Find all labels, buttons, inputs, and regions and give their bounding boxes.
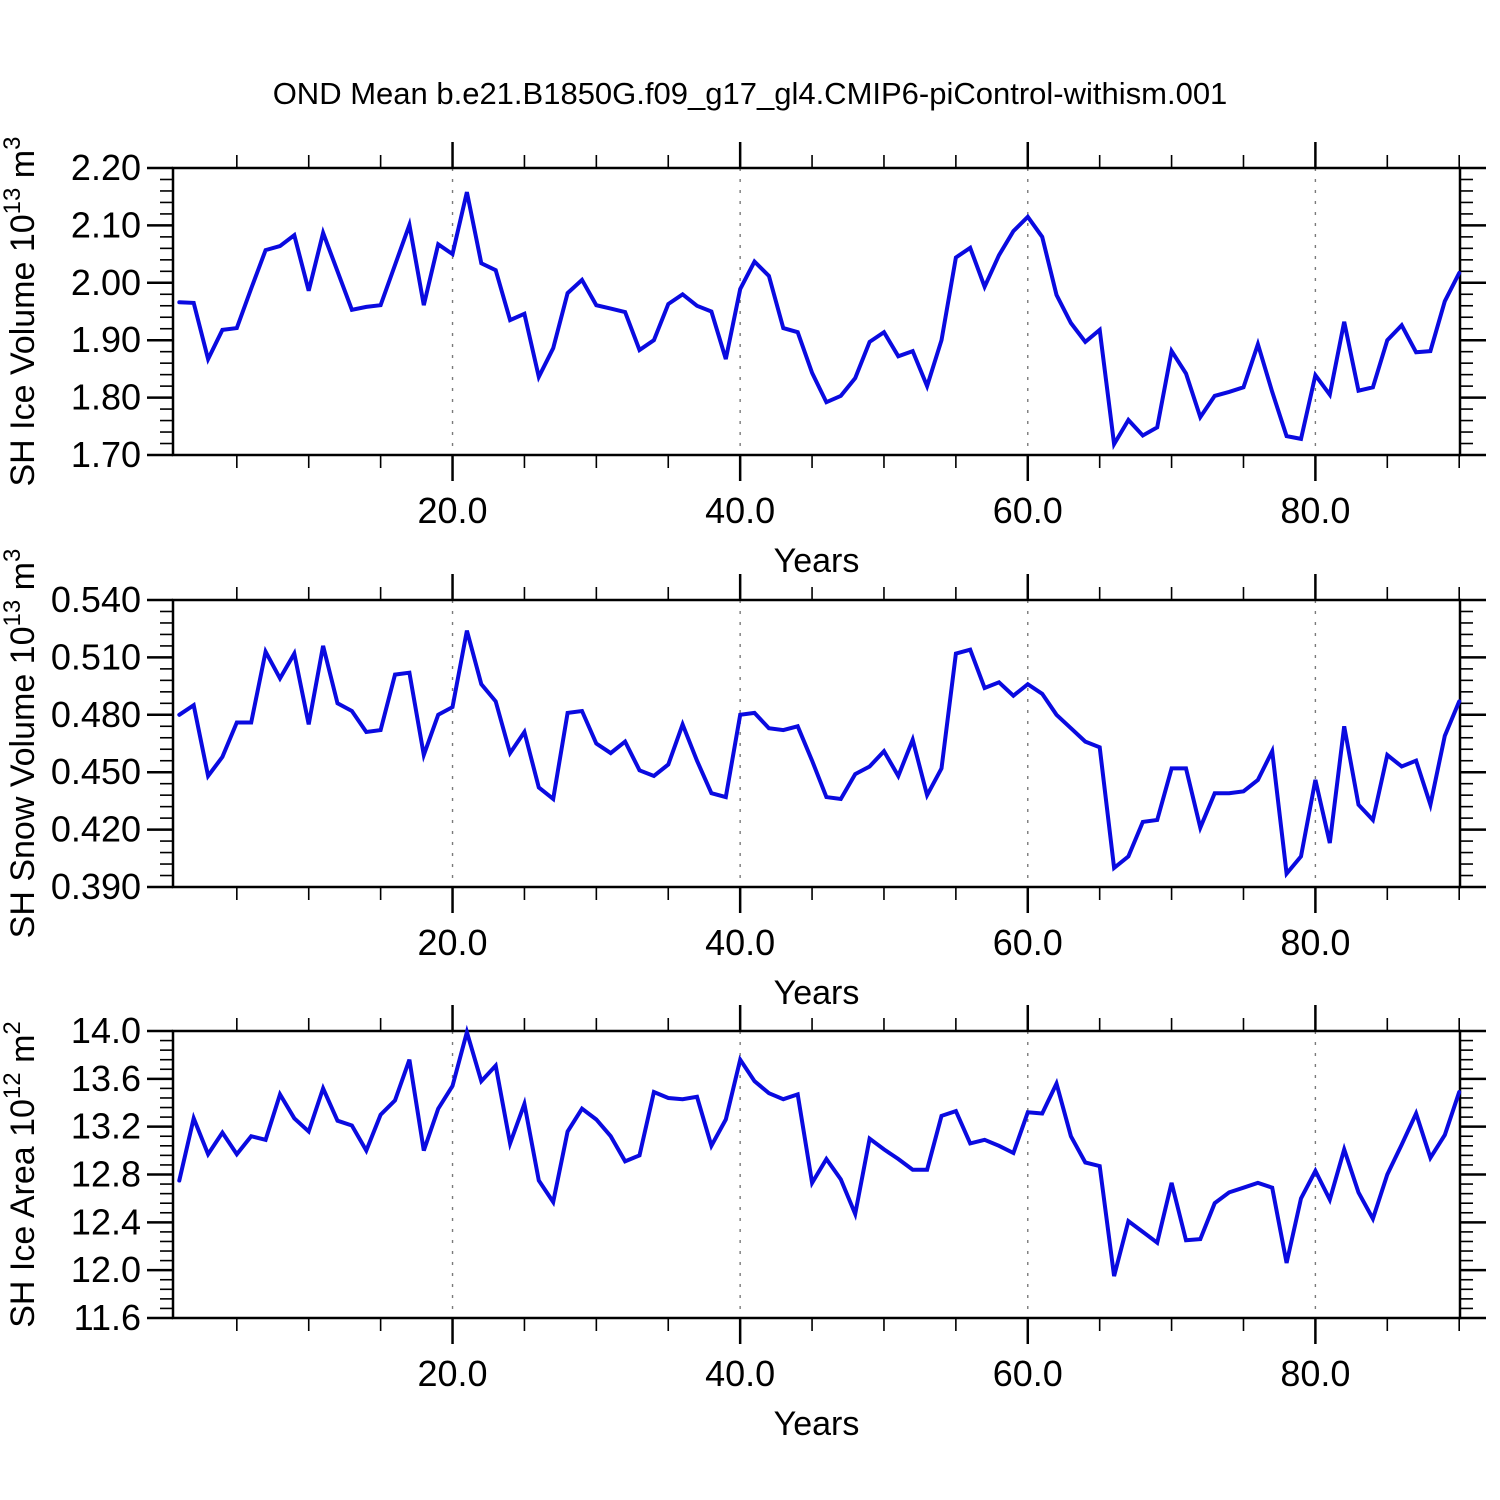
panel-frame — [171, 598, 1462, 889]
y-axis-title: SH Ice Area 1012​ m2​ — [0, 1021, 42, 1328]
panel-sh-ice-area: 14.0 13.6 13.2 12.8 12.4 12.0 11.6 20.0 40.0 60.0… — [0, 1005, 1486, 1443]
panel-sh-ice-volume: 2.20 2.10 2.00 1.90 1.80 1.70 20.0 40.0 60.0 80.0… — [0, 137, 1486, 580]
chart-title: OND Mean b.e21.B1850G.f09_g17_gl4.CMIP6-… — [272, 76, 1228, 111]
x-tick-label: 80.0 — [1280, 490, 1350, 531]
x-tick-label: 40.0 — [705, 922, 775, 963]
x-tick-label: 80.0 — [1280, 1353, 1350, 1394]
x-tick-label: 80.0 — [1280, 922, 1350, 963]
x-tick-label: 20.0 — [417, 922, 487, 963]
y-tick-label: 2.10 — [71, 204, 141, 245]
y-tick-label: 0.420 — [51, 809, 141, 850]
y-tick-label: 2.20 — [71, 147, 141, 188]
y-axis-title: SH Ice Volume 1013​ m3​ — [0, 137, 42, 487]
y-tick-label: 0.390 — [51, 866, 141, 907]
panel-frame — [171, 166, 1462, 457]
y-tick-label: 13.6 — [71, 1058, 141, 1099]
y-tick-label: 2.00 — [71, 262, 141, 303]
y-tick-label: 11.6 — [74, 1297, 141, 1338]
series-line-sh-snow-volume — [177, 630, 1462, 879]
series-line-sh-ice-area — [177, 1024, 1462, 1277]
y-axis-title: SH Snow Volume 1013​ m3​ — [0, 549, 42, 939]
x-tick-label: 20.0 — [417, 490, 487, 531]
x-tick-label: 60.0 — [993, 490, 1063, 531]
y-tick-label: 12.8 — [71, 1154, 141, 1195]
y-tick-label: 13.2 — [71, 1106, 141, 1147]
y-tick-label: 0.450 — [51, 751, 141, 792]
y-tick-label: 14.0 — [71, 1010, 141, 1051]
x-axis-title: Years — [774, 542, 860, 580]
x-tick-label: 60.0 — [993, 1353, 1063, 1394]
y-tick-label: 0.540 — [51, 579, 141, 620]
x-tick-label: 40.0 — [705, 490, 775, 531]
y-tick-label: 12.0 — [71, 1249, 141, 1290]
x-axis-title: Years — [774, 1405, 860, 1443]
y-tick-label: 12.4 — [71, 1201, 141, 1242]
x-tick-label: 40.0 — [705, 1353, 775, 1394]
y-tick-label: 1.70 — [71, 434, 141, 475]
x-tick-label: 20.0 — [417, 1353, 487, 1394]
y-tick-label: 0.510 — [51, 636, 141, 677]
y-tick-label: 0.480 — [51, 694, 141, 735]
panel-sh-snow-volume: 0.540 0.510 0.480 0.450 0.420 0.390 20.0 40.0 60… — [0, 549, 1486, 1012]
y-tick-label: 1.90 — [71, 319, 141, 360]
x-tick-label: 60.0 — [993, 922, 1063, 963]
y-tick-label: 1.80 — [71, 377, 141, 418]
series-line-sh-ice-volume — [177, 191, 1462, 451]
x-axis-title: Years — [774, 974, 860, 1012]
